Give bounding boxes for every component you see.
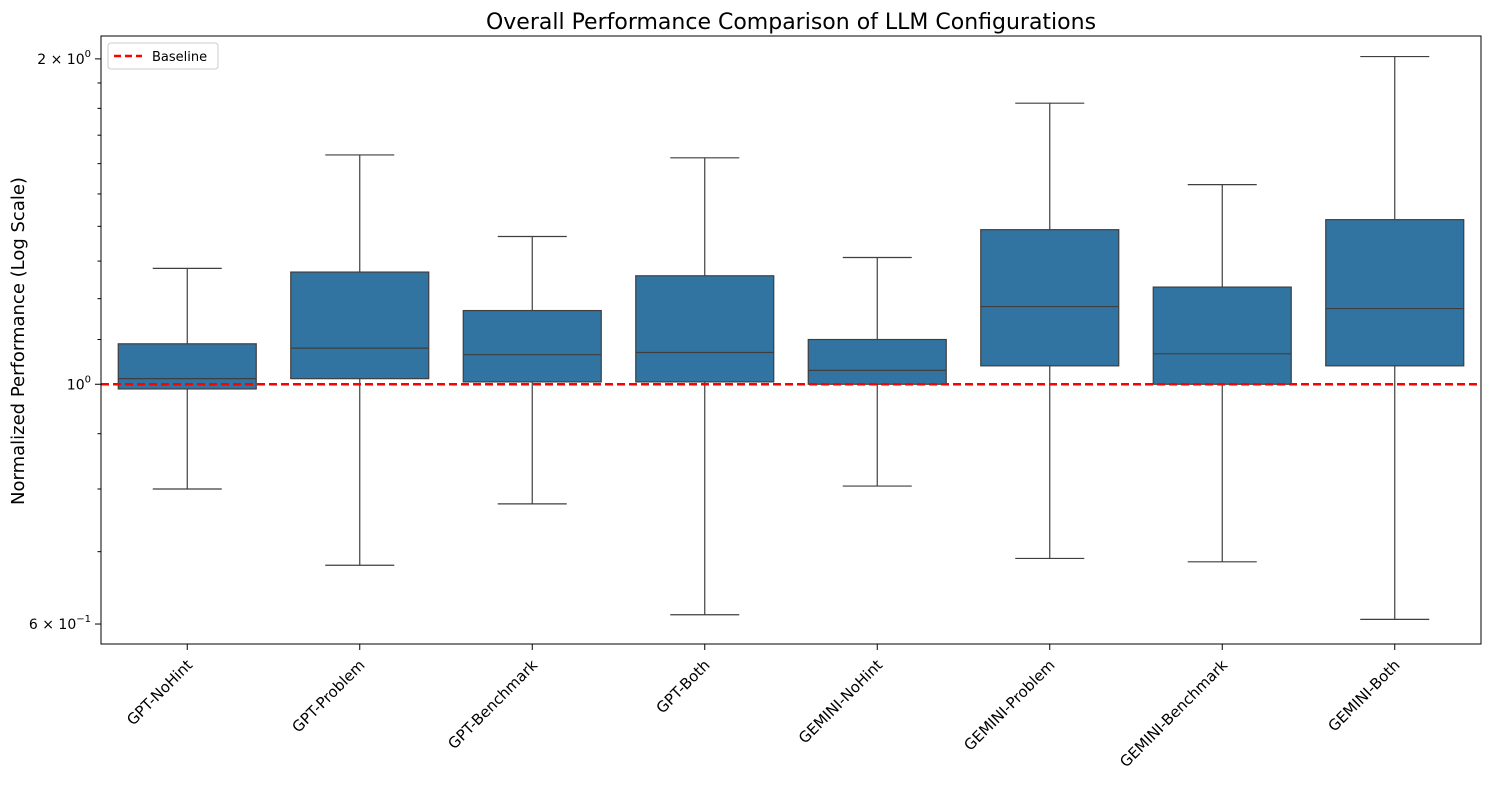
box-gpt-benchmark <box>462 235 602 505</box>
x-tick-label: GEMINI-Problem <box>960 656 1058 754</box>
box-gemini-nohint <box>807 256 947 487</box>
x-axis-ticks: GPT-NoHint GPT-Problem GPT-Benchmark GPT-Bo… <box>123 644 1404 771</box>
x-tick-label: GEMINI-Benchmark <box>1116 656 1231 771</box>
legend-frame <box>107 42 219 70</box>
iqr-box <box>807 338 947 385</box>
y-tick-exponent: −1 <box>76 614 91 625</box>
iqr-box <box>1325 219 1465 367</box>
box-gemini-both <box>1325 55 1465 620</box>
x-tick-label: GEMINI-NoHint <box>795 656 886 747</box>
y-tick-label: 100 <box>67 374 91 393</box>
iqr-box <box>1152 286 1292 385</box>
box-gpt-both <box>635 157 775 616</box>
y-tick-exponent: 0 <box>85 49 91 60</box>
x-tick-label: GPT-Problem <box>289 656 369 736</box>
y-tick-mantissa: 10 <box>67 377 85 393</box>
iqr-box <box>462 309 602 383</box>
y-tick-label: 6 × 10−1 <box>29 614 91 633</box>
x-tick-label: GPT-Both <box>653 656 714 717</box>
y-tick-mantissa: 6 <box>29 617 38 633</box>
iqr-box <box>635 275 775 383</box>
box-gemini-benchmark <box>1152 184 1292 563</box>
x-tick-label: GPT-NoHint <box>123 656 196 729</box>
chart-title: Overall Performance Comparison of LLM Co… <box>486 10 1096 35</box>
iqr-box <box>980 229 1120 367</box>
legend: Baseline <box>107 42 219 70</box>
x-tick-label: GEMINI-Both <box>1324 656 1403 735</box>
iqr-box <box>117 343 257 390</box>
y-tick-base: × 10 <box>38 617 76 633</box>
box-gpt-nohint <box>117 267 257 490</box>
box-gemini-problem <box>980 102 1120 560</box>
plot-frame <box>100 35 1482 645</box>
y-tick-base: × 10 <box>46 52 84 68</box>
x-tick-label: GPT-Benchmark <box>444 656 541 753</box>
legend-baseline-label: Baseline <box>152 50 207 65</box>
box-gpt-problem <box>290 154 430 566</box>
y-tick-exponent: 0 <box>85 374 91 385</box>
boxes-layer <box>117 55 1465 620</box>
iqr-box <box>290 271 430 380</box>
y-tick-mantissa: 2 <box>37 52 46 68</box>
y-tick-label: 2 × 100 <box>37 49 91 68</box>
y-axis-label: Normalized Performance (Log Scale) <box>8 177 29 505</box>
